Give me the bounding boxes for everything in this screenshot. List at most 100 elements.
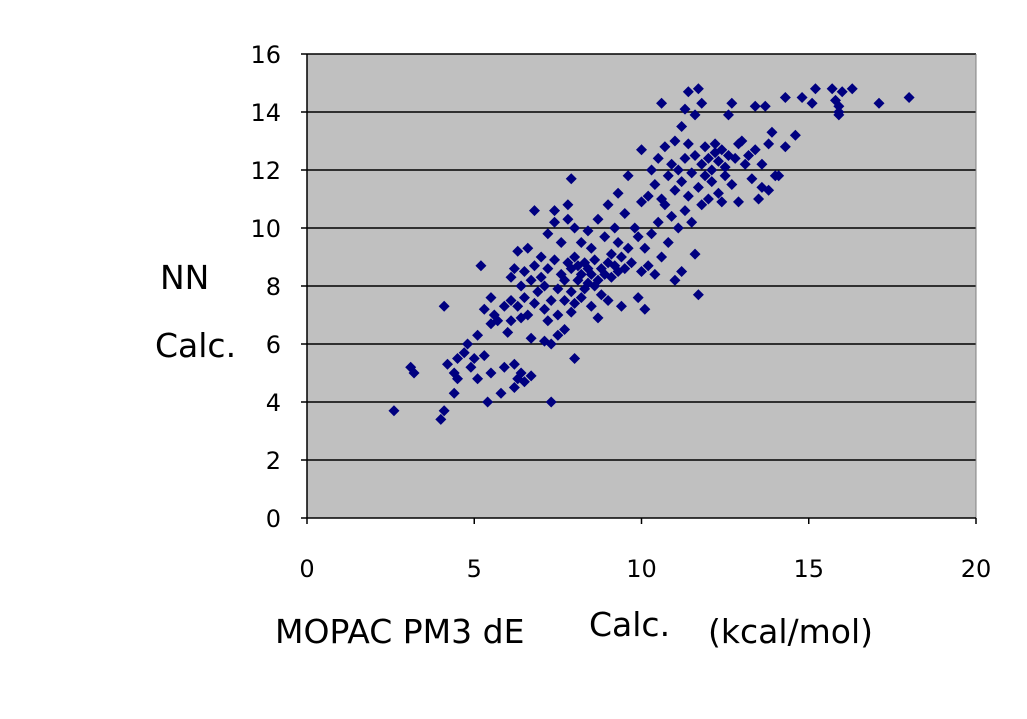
data-point xyxy=(545,338,557,350)
data-point xyxy=(585,268,597,280)
data-point xyxy=(726,179,738,190)
data-point xyxy=(759,100,771,112)
data-point xyxy=(522,242,534,254)
data-point xyxy=(452,353,464,364)
x-axis-label-part-1: MOPAC PM3 dE xyxy=(275,612,525,651)
data-point xyxy=(652,216,664,228)
data-point xyxy=(649,179,661,190)
data-point xyxy=(716,196,728,208)
data-point xyxy=(809,83,821,95)
data-point xyxy=(733,196,745,208)
y-tick-label: 10 xyxy=(250,215,281,243)
data-point xyxy=(676,266,688,277)
data-point xyxy=(632,292,644,304)
data-point xyxy=(706,176,718,188)
data-point xyxy=(478,350,490,362)
data-point xyxy=(659,141,671,153)
data-point xyxy=(565,286,577,298)
data-point xyxy=(712,187,724,199)
data-point xyxy=(656,97,668,109)
data-point xyxy=(559,324,571,335)
data-point xyxy=(702,152,714,164)
data-point xyxy=(709,138,721,150)
data-point xyxy=(689,109,701,121)
data-point xyxy=(636,144,647,156)
data-point xyxy=(565,173,577,185)
data-point xyxy=(656,251,668,263)
data-point xyxy=(682,138,694,150)
data-point xyxy=(552,309,564,321)
data-point xyxy=(679,152,691,164)
x-axis-label-part-3: (kcal/mol) xyxy=(708,612,874,651)
data-point xyxy=(632,231,644,243)
data-point xyxy=(696,199,708,211)
data-point xyxy=(525,332,537,344)
data-point xyxy=(482,396,494,408)
data-point xyxy=(619,263,631,275)
data-point xyxy=(612,237,624,248)
y-tick-label: 8 xyxy=(266,273,281,301)
data-point xyxy=(515,280,527,292)
data-point xyxy=(498,300,510,312)
data-point xyxy=(575,268,587,280)
y-tick-label: 6 xyxy=(266,331,281,359)
data-point xyxy=(672,222,684,234)
data-point xyxy=(448,387,460,399)
data-point xyxy=(753,193,765,205)
data-point xyxy=(602,295,614,306)
data-point xyxy=(676,176,688,188)
data-point xyxy=(662,237,674,248)
data-point xyxy=(719,170,731,182)
data-point xyxy=(746,173,758,185)
y-tick-label: 14 xyxy=(250,99,281,127)
data-point xyxy=(609,222,621,234)
data-point xyxy=(528,260,540,272)
data-point xyxy=(873,97,885,109)
data-point xyxy=(836,86,848,98)
data-point xyxy=(716,144,728,156)
data-point xyxy=(699,141,711,153)
data-point xyxy=(408,367,420,379)
data-point xyxy=(676,121,688,132)
data-point xyxy=(622,170,634,182)
data-point xyxy=(515,367,527,379)
data-point xyxy=(522,309,534,321)
x-tick-labels: 0 5 10 15 20 xyxy=(299,555,991,583)
data-point xyxy=(712,155,724,167)
data-point xyxy=(502,326,514,338)
data-point xyxy=(508,382,520,393)
data-point xyxy=(475,260,487,272)
x-tick-label: 0 xyxy=(299,555,314,583)
data-point xyxy=(619,208,631,219)
data-point xyxy=(669,184,681,196)
data-point xyxy=(552,329,564,341)
x-axis-label-part-2: Calc. xyxy=(589,605,671,644)
data-point xyxy=(605,271,617,283)
data-point xyxy=(599,231,611,243)
data-point xyxy=(686,167,698,179)
data-point xyxy=(692,181,704,193)
data-point xyxy=(525,370,537,382)
data-point xyxy=(806,97,818,109)
data-point xyxy=(528,205,540,217)
data-point xyxy=(702,193,714,205)
data-point xyxy=(549,205,561,217)
data-point xyxy=(542,263,554,275)
data-point xyxy=(679,205,691,217)
data-points xyxy=(388,83,915,425)
data-point xyxy=(796,92,808,103)
data-point xyxy=(512,300,524,312)
data-point xyxy=(649,268,661,280)
data-point xyxy=(498,361,510,373)
data-point xyxy=(508,358,520,370)
data-point xyxy=(659,199,671,211)
data-point xyxy=(642,260,654,272)
data-point xyxy=(666,158,678,170)
data-point xyxy=(706,164,718,176)
data-point xyxy=(692,83,704,95)
data-point xyxy=(542,315,554,327)
data-point xyxy=(679,103,691,115)
data-point xyxy=(636,266,647,277)
data-point xyxy=(559,274,571,286)
data-point xyxy=(562,213,574,225)
